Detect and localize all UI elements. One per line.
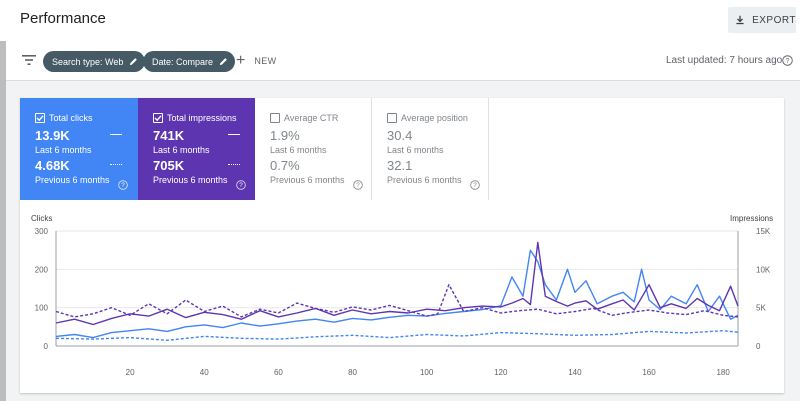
help-icon[interactable]: ? [236, 180, 246, 190]
series-line [55, 241, 739, 326]
performance-chart: Clicks Impressions 0 100 200 300 0 5K 10K 15K 20… [20, 208, 784, 393]
metric-title: Total impressions [167, 113, 237, 123]
metric-title: Average CTR [284, 113, 339, 123]
dashed-line-legend [228, 164, 240, 165]
filter-bar: Search type: Web Date: Compare + NEW Las… [6, 41, 800, 81]
y-axis-left-title: Clicks [31, 214, 53, 223]
top-app-bar: Performance EXPORT [0, 0, 800, 41]
edit-icon [130, 58, 138, 66]
metric-average-position[interactable]: Average position 30.4 Last 6 months 32.1… [372, 98, 489, 200]
y-tick-label-right: 10K [756, 265, 771, 274]
date-chip-label: Date: Compare [152, 56, 214, 67]
y-tick-label-left: 0 [44, 342, 49, 351]
checkbox-checked[interactable] [153, 113, 163, 123]
x-tick-label: 120 [494, 368, 508, 377]
metric-previous-period: Previous 6 months [270, 175, 345, 185]
metric-title: Average position [401, 113, 468, 123]
metric-previous-value: 705K [153, 158, 185, 173]
plus-icon: + [236, 52, 246, 69]
metric-current-period: Last 6 months [270, 145, 327, 155]
metric-current-value: 741K [153, 128, 185, 143]
metric-title: Total clicks [49, 113, 93, 123]
edit-icon [219, 58, 227, 66]
help-icon[interactable]: ? [470, 180, 480, 190]
filter-icon[interactable] [22, 54, 36, 66]
metric-total-impressions[interactable]: Total impressions 741K Last 6 months 705… [138, 98, 255, 200]
svg-text:?: ? [356, 182, 360, 189]
svg-text:?: ? [473, 182, 477, 189]
solid-line-legend [110, 134, 122, 135]
y-tick-label-left: 300 [35, 227, 49, 236]
y-tick-label-right: 15K [756, 227, 771, 236]
check-icon [154, 115, 162, 122]
checkbox-unchecked[interactable] [270, 113, 280, 123]
export-button[interactable]: EXPORT [728, 7, 796, 33]
x-tick-label: 20 [126, 368, 135, 377]
metric-previous-value: 32.1 [387, 158, 413, 173]
metric-previous-period: Previous 6 months [35, 175, 110, 185]
series-line [55, 283, 739, 318]
metric-current-value: 1.9% [270, 128, 300, 143]
help-icon[interactable]: ? [118, 180, 128, 190]
metric-average-ctr[interactable]: Average CTR 1.9% Last 6 months 0.7% Prev… [255, 98, 372, 200]
new-filter-button[interactable]: + NEW [236, 53, 277, 69]
metric-current-value: 30.4 [387, 128, 413, 143]
metric-total-clicks[interactable]: Total clicks 13.9K Last 6 months 4.68K P… [20, 98, 138, 200]
search-type-chip-label: Search type: Web [52, 56, 124, 67]
date-compare-chip[interactable]: Date: Compare [143, 51, 236, 72]
metric-previous-period: Previous 6 months [387, 175, 462, 185]
checkbox-checked[interactable] [35, 113, 45, 123]
metric-current-value: 13.9K [35, 128, 70, 143]
svg-text:?: ? [786, 58, 790, 65]
help-icon[interactable]: ? [782, 55, 793, 66]
last-updated-text: Last updated: 7 hours ago [666, 55, 783, 66]
side-panel-edge [0, 41, 6, 401]
svg-text:?: ? [121, 182, 125, 189]
chart-plot-area[interactable]: 0 100 200 300 0 5K 10K 15K 20 40 60 80 100 120 140 160 1… [20, 208, 784, 393]
x-tick-label: 60 [274, 368, 283, 377]
x-tick-label: 100 [420, 368, 434, 377]
y-tick-label-right: 0 [756, 342, 761, 351]
x-tick-label: 180 [716, 368, 730, 377]
y-axis-right-title: Impressions [730, 214, 774, 223]
new-filter-label: NEW [254, 56, 277, 66]
x-tick-label: 80 [348, 368, 357, 377]
y-tick-label-left: 200 [35, 265, 49, 274]
help-icon[interactable]: ? [353, 180, 363, 190]
solid-line-legend [228, 134, 240, 135]
metric-current-period: Last 6 months [387, 145, 444, 155]
dashed-line-legend [110, 164, 122, 165]
x-tick-label: 140 [568, 368, 582, 377]
y-tick-label-left: 100 [35, 304, 49, 313]
export-label: EXPORT [752, 14, 796, 26]
performance-card: Total clicks 13.9K Last 6 months 4.68K P… [20, 98, 784, 393]
checkbox-unchecked[interactable] [387, 113, 397, 123]
svg-text:?: ? [239, 182, 243, 189]
metric-current-period: Last 6 months [35, 145, 92, 155]
page-title: Performance [20, 10, 106, 27]
metric-previous-value: 4.68K [35, 158, 70, 173]
series-line [55, 249, 739, 339]
metric-previous-value: 0.7% [270, 158, 300, 173]
metric-previous-period: Previous 6 months [153, 175, 228, 185]
x-tick-label: 160 [642, 368, 656, 377]
metric-current-period: Last 6 months [153, 145, 210, 155]
download-icon [736, 15, 744, 25]
y-tick-label-right: 5K [756, 304, 766, 313]
series-line [55, 329, 739, 342]
x-tick-label: 40 [200, 368, 209, 377]
check-icon [36, 115, 44, 122]
search-type-chip[interactable]: Search type: Web [43, 51, 146, 72]
